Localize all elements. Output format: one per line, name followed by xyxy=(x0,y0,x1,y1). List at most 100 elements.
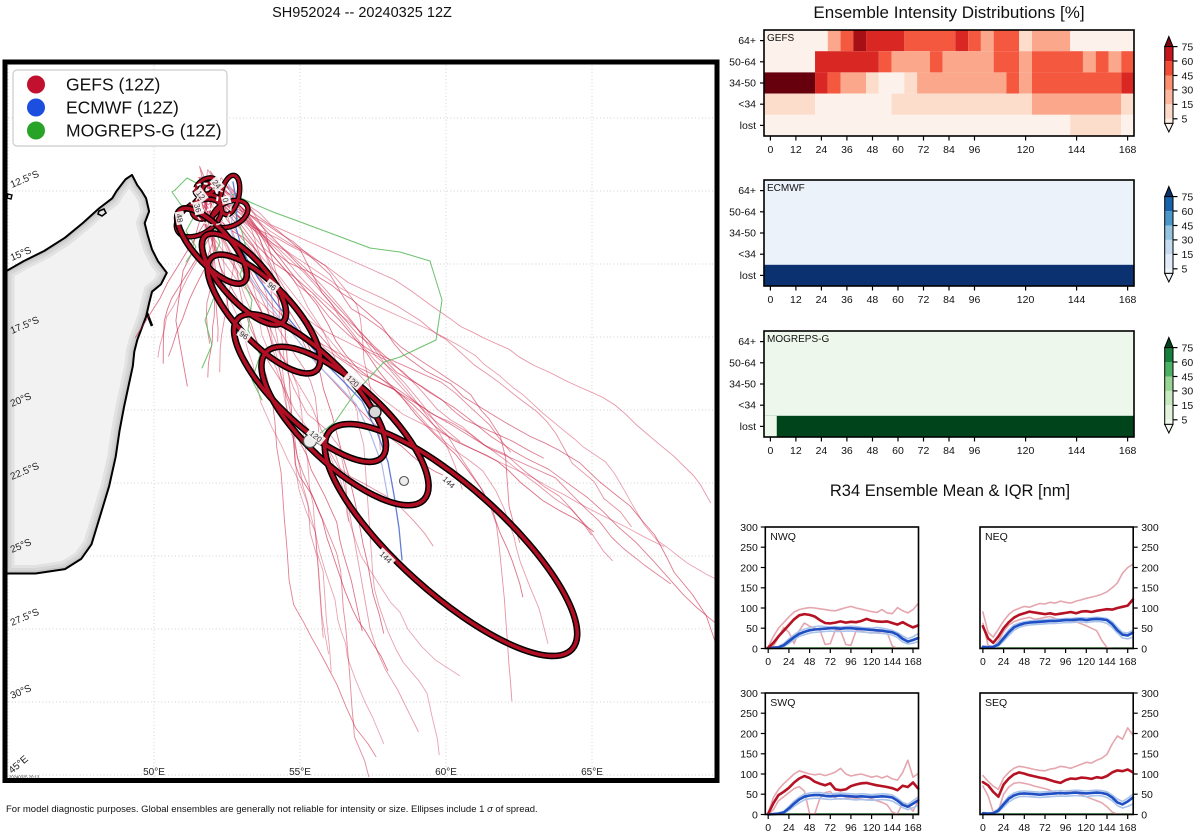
svg-text:96: 96 xyxy=(969,144,981,156)
svg-text:15: 15 xyxy=(1182,99,1194,111)
svg-text:0: 0 xyxy=(767,294,773,306)
svg-text:168: 168 xyxy=(904,656,922,668)
svg-text:36: 36 xyxy=(841,445,853,457)
svg-text:34-50: 34-50 xyxy=(729,228,756,240)
svg-text:50°E: 50°E xyxy=(143,767,165,778)
svg-text:50: 50 xyxy=(1141,789,1153,801)
svg-text:0: 0 xyxy=(752,809,758,821)
svg-text:50: 50 xyxy=(746,789,758,801)
svg-text:72: 72 xyxy=(918,445,930,457)
svg-text:300: 300 xyxy=(740,688,758,700)
svg-text:150: 150 xyxy=(1141,583,1159,595)
svg-text:64+: 64+ xyxy=(738,35,756,47)
svg-text:48: 48 xyxy=(804,822,816,834)
svg-text:R34 Ensemble Mean & IQR [nm]: R34 Ensemble Mean & IQR [nm] xyxy=(830,482,1070,500)
svg-text:96: 96 xyxy=(969,294,981,306)
svg-text:60: 60 xyxy=(892,144,904,156)
svg-text:120: 120 xyxy=(863,822,881,834)
svg-text:34-50: 34-50 xyxy=(729,78,756,90)
svg-text:200: 200 xyxy=(1141,728,1159,740)
svg-text:150: 150 xyxy=(740,583,758,595)
svg-text:96: 96 xyxy=(969,445,981,457)
svg-text:84: 84 xyxy=(943,294,955,306)
svg-text:84: 84 xyxy=(943,144,955,156)
svg-text:168: 168 xyxy=(1119,656,1137,668)
svg-text:<34: <34 xyxy=(738,400,756,412)
svg-text:0: 0 xyxy=(767,144,773,156)
svg-text:50-64: 50-64 xyxy=(729,357,756,369)
svg-text:0: 0 xyxy=(1141,643,1147,655)
svg-text:144: 144 xyxy=(1068,445,1086,457)
svg-text:36: 36 xyxy=(192,203,203,214)
svg-text:50-64: 50-64 xyxy=(729,206,756,218)
svg-text:ECMWF (12Z): ECMWF (12Z) xyxy=(66,98,179,118)
svg-text:20240325 20:13: 20240325 20:13 xyxy=(9,775,40,780)
svg-text:15: 15 xyxy=(1182,249,1194,261)
svg-text:45: 45 xyxy=(1182,70,1194,82)
svg-text:36: 36 xyxy=(841,294,853,306)
svg-text:200: 200 xyxy=(740,562,758,574)
svg-text:0: 0 xyxy=(765,822,771,834)
svg-text:ECMWF: ECMWF xyxy=(767,183,805,194)
svg-text:lost: lost xyxy=(740,270,756,282)
svg-text:5: 5 xyxy=(1182,264,1188,276)
svg-text:100: 100 xyxy=(1141,603,1159,615)
svg-text:For model diagnostic purposes.: For model diagnostic purposes. Global en… xyxy=(6,804,538,815)
svg-text:NEQ: NEQ xyxy=(985,531,1008,543)
svg-text:250: 250 xyxy=(1141,542,1159,554)
svg-text:36: 36 xyxy=(841,144,853,156)
svg-text:72: 72 xyxy=(1039,656,1051,668)
svg-text:0: 0 xyxy=(220,197,230,204)
svg-text:GEFS: GEFS xyxy=(767,33,795,44)
svg-text:120: 120 xyxy=(1017,445,1035,457)
svg-text:0: 0 xyxy=(765,656,771,668)
svg-text:48: 48 xyxy=(867,294,879,306)
svg-text:30: 30 xyxy=(1182,85,1194,97)
svg-text:144: 144 xyxy=(884,822,902,834)
svg-text:24: 24 xyxy=(783,822,795,834)
svg-text:12: 12 xyxy=(790,144,802,156)
svg-text:15: 15 xyxy=(1182,400,1194,412)
svg-text:200: 200 xyxy=(740,728,758,740)
svg-text:250: 250 xyxy=(740,542,758,554)
svg-text:lost: lost xyxy=(740,421,756,433)
svg-text:48: 48 xyxy=(867,445,879,457)
svg-text:SEQ: SEQ xyxy=(985,697,1007,709)
svg-text:<34: <34 xyxy=(738,99,756,111)
svg-text:24: 24 xyxy=(816,144,828,156)
svg-text:GEFS (12Z): GEFS (12Z) xyxy=(66,75,160,95)
svg-text:12: 12 xyxy=(790,294,802,306)
svg-text:48: 48 xyxy=(804,656,816,668)
svg-text:12: 12 xyxy=(790,445,802,457)
svg-text:0: 0 xyxy=(980,656,986,668)
svg-text:50: 50 xyxy=(746,623,758,635)
svg-text:24: 24 xyxy=(783,656,795,668)
svg-text:168: 168 xyxy=(904,822,922,834)
svg-text:0: 0 xyxy=(1141,809,1147,821)
svg-text:50-64: 50-64 xyxy=(729,56,756,68)
svg-text:144: 144 xyxy=(1068,144,1086,156)
svg-text:72: 72 xyxy=(918,144,930,156)
svg-text:120: 120 xyxy=(1017,144,1035,156)
svg-text:120: 120 xyxy=(1078,822,1096,834)
svg-text:0: 0 xyxy=(980,822,986,834)
svg-text:300: 300 xyxy=(740,522,758,534)
svg-text:72: 72 xyxy=(824,822,836,834)
svg-text:5: 5 xyxy=(1182,415,1188,427)
svg-text:MOGREPS-G: MOGREPS-G xyxy=(767,334,829,345)
svg-text:45: 45 xyxy=(1182,371,1194,383)
svg-text:MOGREPS-G (12Z): MOGREPS-G (12Z) xyxy=(66,121,222,141)
svg-text:55°E: 55°E xyxy=(289,767,311,778)
svg-text:168: 168 xyxy=(1119,822,1137,834)
svg-text:lost: lost xyxy=(740,120,756,132)
svg-text:96: 96 xyxy=(845,822,857,834)
svg-text:SH952024 -- 20240325 12Z: SH952024 -- 20240325 12Z xyxy=(272,5,452,21)
svg-text:120: 120 xyxy=(863,656,881,668)
svg-text:48: 48 xyxy=(174,213,185,224)
svg-text:60: 60 xyxy=(892,445,904,457)
svg-text:48: 48 xyxy=(1018,822,1030,834)
svg-text:34-50: 34-50 xyxy=(729,379,756,391)
svg-text:64+: 64+ xyxy=(738,185,756,197)
svg-text:168: 168 xyxy=(1119,445,1137,457)
svg-text:24: 24 xyxy=(816,294,828,306)
